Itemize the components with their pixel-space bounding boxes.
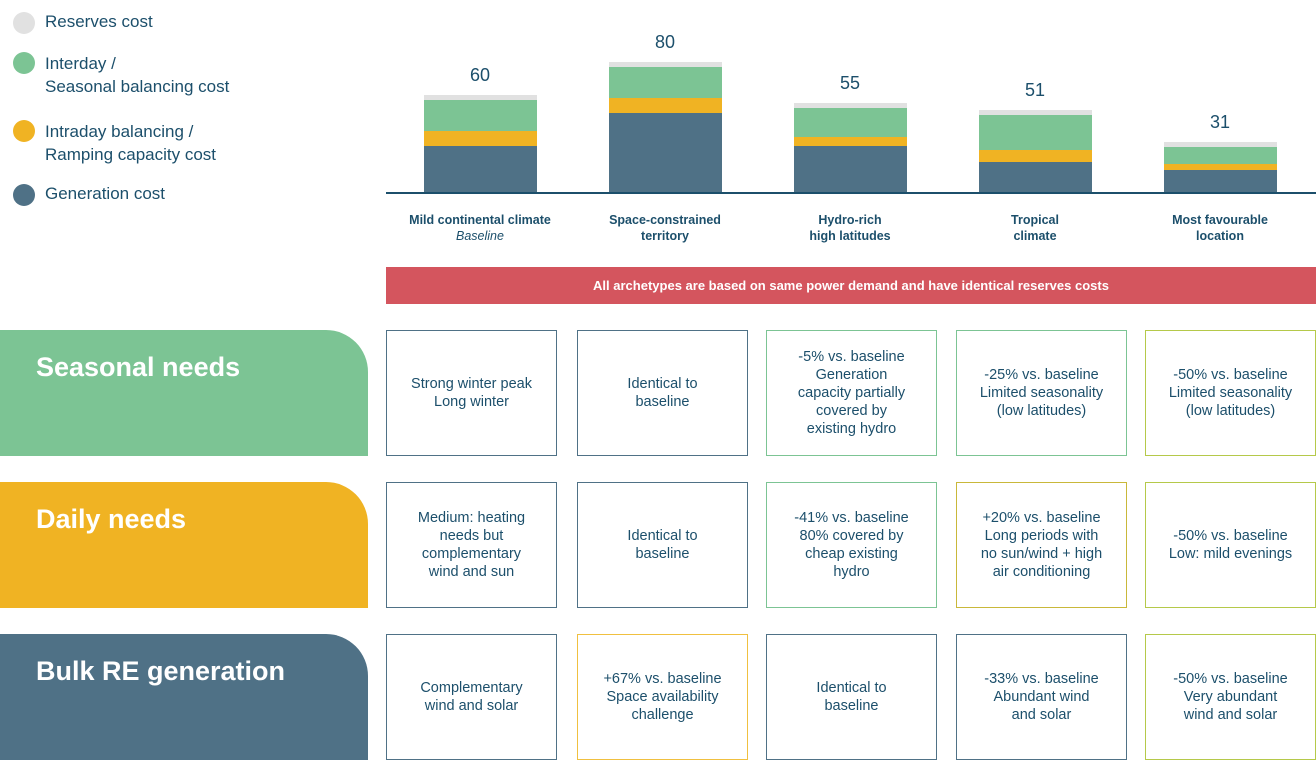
bar-segment bbox=[1163, 147, 1277, 164]
bar-segment bbox=[608, 67, 722, 99]
table-cell: Medium: heating needs but complementary … bbox=[386, 482, 557, 608]
total-label: 31 bbox=[1209, 112, 1231, 133]
table-cell: Identical to baseline bbox=[577, 482, 748, 608]
legend-label: Generation cost bbox=[45, 184, 166, 203]
bar-segment bbox=[978, 114, 1092, 151]
bar-segment bbox=[423, 94, 537, 100]
bar-segment bbox=[608, 62, 722, 68]
bar-segment bbox=[1163, 170, 1277, 193]
legend-swatch bbox=[13, 52, 35, 74]
table-cell: -25% vs. baseline Limited seasonality (l… bbox=[956, 330, 1127, 456]
category-label: Space-constrained territory bbox=[609, 213, 721, 243]
total-label: 80 bbox=[654, 32, 676, 53]
table-cell: Identical to baseline bbox=[577, 330, 748, 456]
category-label: Tropical climate bbox=[1011, 213, 1059, 243]
bar-segment bbox=[793, 107, 907, 138]
category-label: Mild continental climate Baseline bbox=[409, 213, 551, 243]
bar-segment bbox=[608, 112, 722, 193]
legend-swatch bbox=[13, 184, 35, 206]
bar-segment bbox=[1163, 142, 1277, 148]
bar-segment bbox=[1163, 163, 1277, 171]
bar-segment bbox=[423, 130, 537, 146]
legend-label: Intraday balancing / Ramping capacity co… bbox=[45, 122, 217, 164]
table-cell: Strong winter peak Long winter bbox=[386, 330, 557, 456]
category-label: Hydro-rich high latitudes bbox=[809, 213, 891, 243]
table-cell: -50% vs. baseline Very abundant wind and… bbox=[1145, 634, 1316, 760]
legend-swatch bbox=[13, 120, 35, 142]
total-label: 51 bbox=[1024, 79, 1046, 100]
baseline bbox=[386, 192, 1316, 194]
total-label: 55 bbox=[839, 73, 861, 94]
table-cell: -50% vs. baseline Low: mild evenings bbox=[1145, 482, 1316, 608]
table-cell: -41% vs. baseline 80% covered by cheap e… bbox=[766, 482, 937, 608]
table-cell: +67% vs. baseline Space availability cha… bbox=[577, 634, 748, 760]
bar-segment bbox=[978, 109, 1092, 115]
row-label: Bulk RE generation bbox=[0, 634, 368, 760]
bar-segment bbox=[978, 161, 1092, 193]
table-cell: -5% vs. baseline Generation capacity par… bbox=[766, 330, 937, 456]
banner: All archetypes are based on same power d… bbox=[386, 267, 1316, 304]
bar-segment bbox=[978, 150, 1092, 162]
bar-segment bbox=[423, 145, 537, 193]
legend-label: Reserves cost bbox=[45, 12, 153, 31]
table-cell: -50% vs. baseline Limited seasonality (l… bbox=[1145, 330, 1316, 456]
bar-segment bbox=[608, 98, 722, 113]
table-cell: Identical to baseline bbox=[766, 634, 937, 760]
bar-segment bbox=[793, 145, 907, 193]
bar-segment bbox=[793, 103, 907, 108]
table-cell: Complementary wind and solar bbox=[386, 634, 557, 760]
table-cell: +20% vs. baseline Long periods with no s… bbox=[956, 482, 1127, 608]
legend-swatch bbox=[13, 12, 35, 34]
total-label: 60 bbox=[469, 64, 491, 85]
bar-segment bbox=[423, 99, 537, 131]
row-label: Daily needs bbox=[0, 482, 368, 608]
row-label: Seasonal needs bbox=[0, 330, 368, 456]
table-cell: -33% vs. baseline Abundant wind and sola… bbox=[956, 634, 1127, 760]
legend-label: Interday / Seasonal balancing cost bbox=[45, 54, 230, 96]
bar-segment bbox=[793, 137, 907, 146]
category-label: Most favourable location bbox=[1172, 213, 1268, 243]
